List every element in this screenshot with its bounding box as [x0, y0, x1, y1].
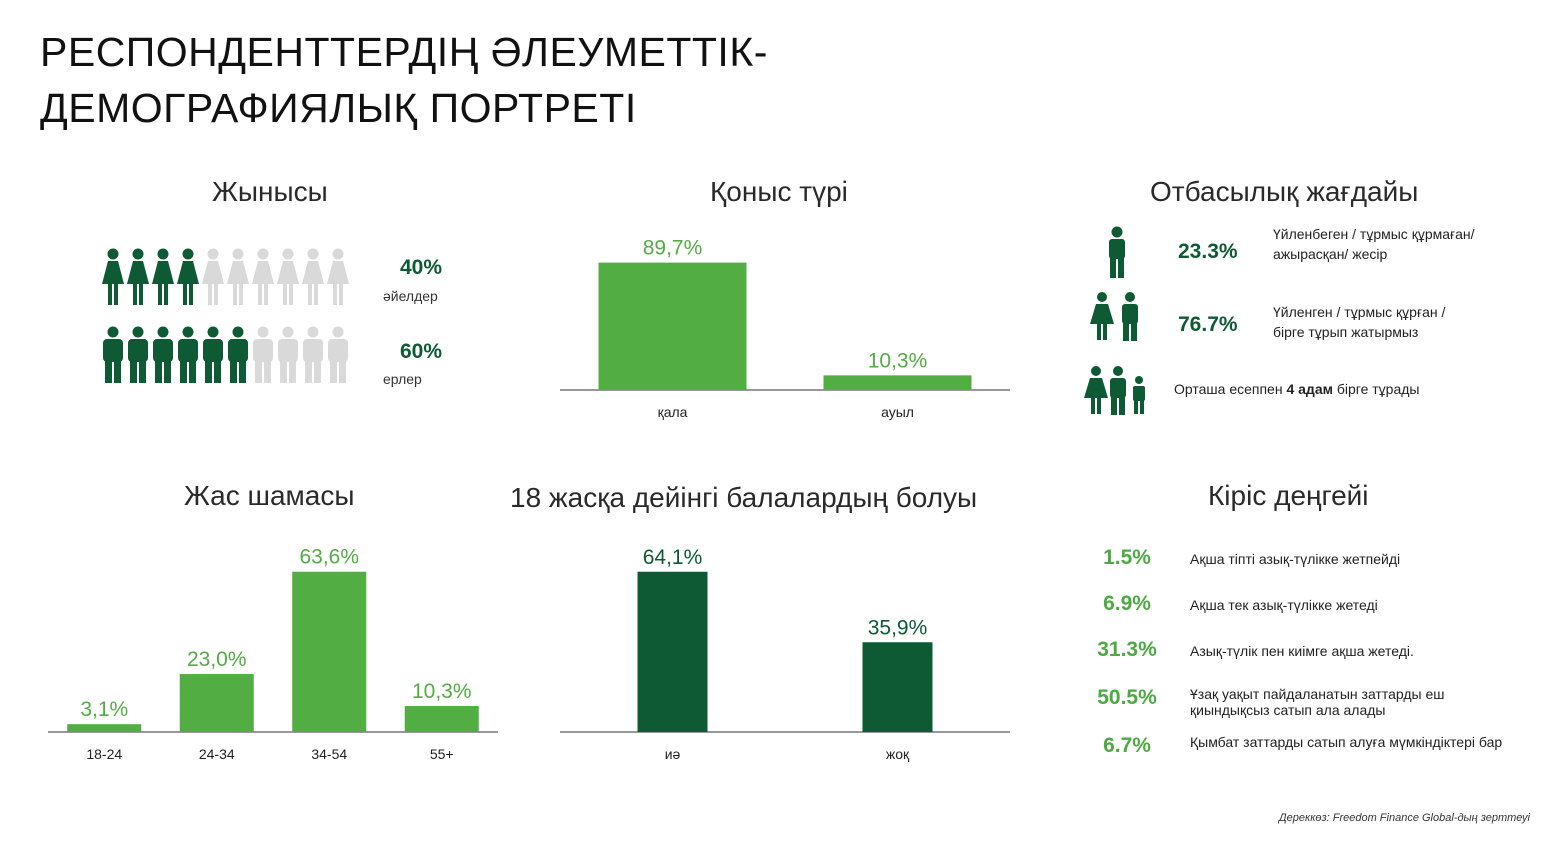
data-label: 10,3% [868, 349, 928, 372]
women-label: әйелдер [383, 288, 438, 304]
bar-жоқ [862, 642, 933, 732]
man-icon [153, 326, 173, 383]
category-label: 24-34 [199, 746, 235, 762]
married-description: Үйленген / тұрмыс құрған / бірге тұрып ж… [1273, 302, 1445, 342]
category-label: қала [658, 404, 688, 420]
woman-icon [252, 248, 274, 305]
men-label: ерлер [383, 371, 422, 387]
category-label: ауыл [881, 404, 914, 420]
bar-қала [598, 262, 747, 390]
women-icon-row [102, 248, 349, 306]
men-percent: 60% [400, 340, 443, 363]
single-description: Үйленбеген / тұрмыс құрмаған/ ажырасқан/… [1273, 224, 1475, 264]
household-text-before: Орташа есеппен [1174, 381, 1287, 397]
category-label: иә [665, 746, 681, 762]
data-label: 89,7% [643, 237, 703, 260]
bar-иә [637, 571, 708, 732]
single-percent: 23.3% [1178, 240, 1238, 263]
woman-icon [102, 248, 124, 305]
woman-icon [277, 248, 299, 305]
single-description-line-2: ажырасқан/ жесір [1273, 246, 1388, 262]
man-icon [103, 326, 123, 383]
data-label: 64,1% [643, 546, 703, 569]
bar-55+ [404, 706, 479, 732]
women-percent: 40% [400, 256, 443, 279]
married-description-line-2: бірге тұрып жатырмыз [1273, 324, 1419, 340]
family-title: Отбасылық жағдайы [1150, 176, 1419, 207]
bar-34-54 [292, 571, 367, 732]
man-icon [228, 326, 248, 383]
page-title-line-2: ДЕМОГРАФИЯЛЫҚ ПОРТРЕТІ [40, 85, 637, 131]
income-description: Ақша тіпті азық-түлікке жетпейді [1190, 551, 1401, 567]
woman-icon [177, 248, 199, 305]
woman-icon [127, 248, 149, 305]
category-label: 18-24 [86, 746, 122, 762]
income-description: Азық-түлік пен киімге ақша жетеді. [1190, 643, 1414, 659]
data-label: 35,9% [868, 616, 928, 639]
man-icon [253, 326, 273, 383]
income-description: Қымбат заттарды сатып алуға мүмкіндіктер… [1190, 734, 1503, 750]
settlement-bar-chart: 89,7% қала 10,3% ауыл [560, 237, 1010, 420]
woman-icon [202, 248, 224, 305]
data-label: 63,6% [299, 546, 359, 569]
man-icon [203, 326, 223, 383]
household-text-after: бірге тұрады [1332, 381, 1420, 397]
category-label: жоқ [886, 746, 910, 762]
men-icon-row [102, 326, 349, 384]
income-percent: 50.5% [1097, 686, 1157, 709]
man-icon [178, 326, 198, 383]
woman-icon [327, 248, 349, 305]
bar-24-34 [179, 674, 254, 732]
family-icon [1084, 366, 1145, 415]
data-label: 23,0% [187, 648, 247, 671]
single-description-line-1: Үйленбеген / тұрмыс құрмаған/ [1273, 226, 1475, 242]
income-percent: 1.5% [1103, 546, 1151, 569]
page-title-line-1: РЕСПОНДЕНТТЕРДІҢ ӘЛЕУМЕТТІК- [40, 29, 768, 75]
single-person-icon [1109, 226, 1125, 278]
children-title: 18 жасқа дейінгі балалардың болуы [510, 482, 978, 513]
category-label: 34-54 [311, 746, 347, 762]
man-icon [128, 326, 148, 383]
household-size-text: Орташа есеппен 4 адам бірге тұрады [1174, 379, 1419, 399]
woman-icon [227, 248, 249, 305]
woman-icon [302, 248, 324, 305]
data-label: 10,3% [412, 680, 472, 703]
income-percent: 31.3% [1097, 638, 1157, 661]
settlement-title: Қоныс түрі [710, 176, 848, 207]
income-percent: 6.9% [1103, 592, 1151, 615]
man-icon [278, 326, 298, 383]
married-description-line-1: Үйленген / тұрмыс құрған / [1273, 304, 1446, 320]
married-percent: 76.7% [1178, 313, 1238, 336]
income-title: Кіріс деңгейі [1208, 480, 1369, 511]
gender-title: Жынысы [212, 176, 328, 207]
couple-icon [1090, 292, 1138, 341]
income-percent: 6.7% [1103, 734, 1151, 757]
man-icon [328, 326, 348, 383]
data-label: 3,1% [80, 698, 128, 721]
source-note: Дереккөз: Freedom Finance Global-дың зер… [1278, 812, 1530, 824]
income-description: Ұзақ уақыт пайдаланатын заттарды еш қиын… [1190, 686, 1445, 718]
bar-ауыл [823, 375, 972, 390]
household-text-bold: 4 адам [1286, 381, 1333, 397]
age-bar-chart: 3,1% 18-24 23,0% 24-34 63,6% 34-54 10,3% 55+ [48, 546, 498, 762]
age-title: Жас шамасы [184, 480, 355, 511]
bar-18-24 [67, 724, 142, 732]
woman-icon [152, 248, 174, 305]
income-description: Ақша тек азық-түлікке жетеді [1190, 597, 1378, 613]
page-title: РЕСПОНДЕНТТЕРДІҢ ӘЛЕУМЕТТІК- ДЕМОГРАФИЯЛ… [40, 24, 940, 136]
man-icon [303, 326, 323, 383]
children-bar-chart: 64,1% иә 35,9% жоқ [560, 546, 1010, 762]
category-label: 55+ [430, 746, 454, 762]
